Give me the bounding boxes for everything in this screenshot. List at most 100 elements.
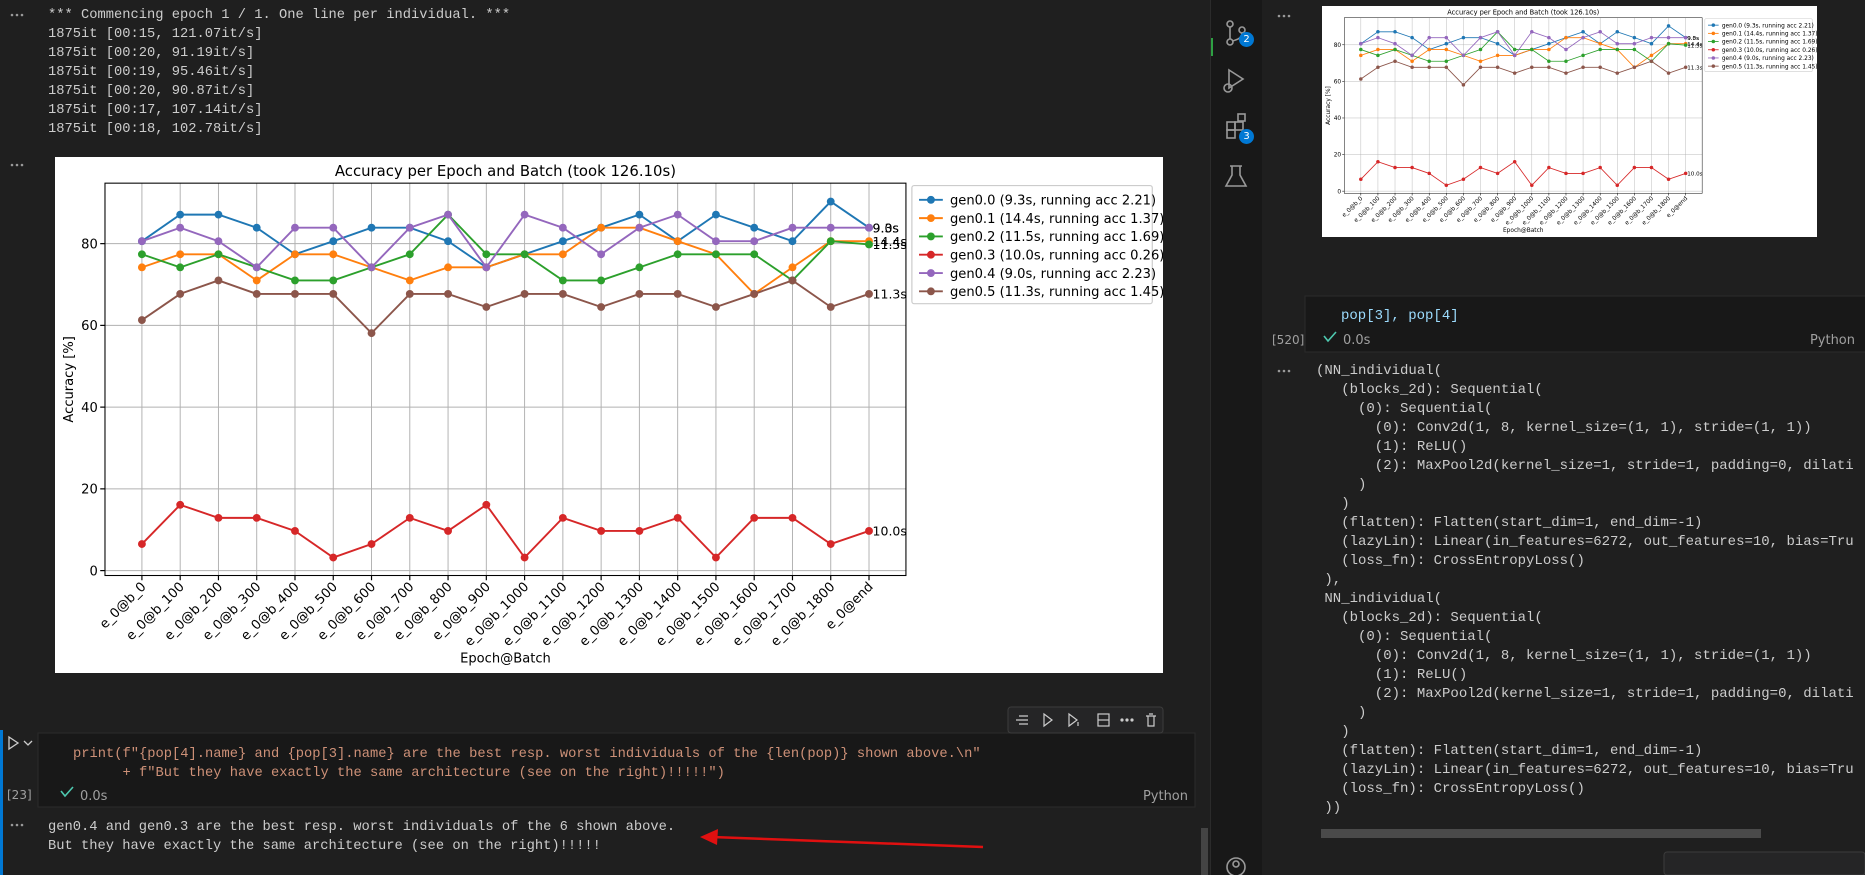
output-line: 1875it [00:20, 91.19it/s] — [48, 46, 255, 61]
run-button[interactable] — [8, 735, 20, 751]
point — [405, 223, 414, 232]
point — [1444, 59, 1449, 64]
point — [1530, 30, 1534, 34]
point — [520, 553, 529, 562]
point — [1683, 65, 1688, 70]
legend-label: gen0.0 (9.3s, running acc 2.21) — [1722, 23, 1814, 29]
exec-time: 0.0s — [1343, 333, 1371, 348]
cell-toolbar-icons[interactable] — [1016, 712, 1156, 728]
point — [291, 276, 299, 285]
point — [520, 289, 529, 298]
code: print(f"{pop[4].name} and {pop[3].name} … — [73, 745, 981, 783]
chart-output: Accuracy per Epoch and Batch (took 126.1… — [55, 157, 1164, 673]
y-tick-label: 20 — [81, 483, 98, 498]
point — [558, 513, 567, 522]
point — [444, 210, 452, 219]
point — [1547, 165, 1551, 170]
legend-label: gen0.5 (11.3s, running acc 1.45) — [950, 285, 1163, 300]
y-tick-label: 60 — [1334, 80, 1342, 86]
point — [214, 513, 223, 522]
code-cell[interactable] — [1304, 295, 1865, 353]
left-decor — [0, 13, 1208, 875]
output-line: *** Commencing epoch 1 / 1. One line per… — [48, 8, 511, 23]
output-line: 1875it [00:19, 95.46it/s] — [48, 65, 255, 80]
collapse[interactable] — [23, 740, 33, 746]
plot-frame — [104, 182, 907, 577]
point — [1632, 41, 1637, 46]
left-notebook: *** Commencing epoch 1 / 1. One line per… — [0, 8, 1208, 875]
ellipsis — [1277, 369, 1291, 373]
code-cell[interactable] — [37, 732, 1196, 808]
point — [1547, 59, 1551, 64]
legend-marker — [1711, 64, 1716, 68]
point — [367, 223, 376, 232]
point — [329, 250, 338, 259]
y-tick-label: 80 — [81, 237, 98, 252]
point — [673, 289, 682, 298]
legend-marker — [926, 287, 935, 296]
output-line: (0): Sequential( — [1316, 629, 1493, 645]
legend-label: gen0.4 (9.0s, running acc 2.23) — [950, 267, 1156, 282]
legend-label: gen0.3 (10.0s, running acc 0.26) — [1722, 48, 1817, 54]
point — [712, 210, 720, 219]
point — [1666, 177, 1671, 182]
scrollbar[interactable] — [1201, 828, 1208, 875]
point — [1478, 47, 1483, 52]
point — [405, 276, 414, 285]
point — [1615, 183, 1620, 188]
point — [1598, 65, 1602, 70]
point — [176, 289, 185, 298]
point — [558, 237, 567, 246]
output-line: (2): MaxPool2d(kernel_size=1, stride=1, … — [1316, 458, 1854, 474]
point — [1666, 35, 1671, 40]
point — [597, 223, 606, 232]
point — [635, 527, 644, 535]
series-line — [141, 226, 870, 296]
point — [1444, 65, 1449, 70]
point — [865, 289, 873, 298]
point — [1495, 41, 1500, 46]
point — [1649, 53, 1654, 58]
point — [1410, 59, 1414, 64]
series-line — [141, 279, 870, 335]
point — [712, 553, 720, 562]
point — [214, 276, 223, 285]
point — [1359, 77, 1363, 81]
point — [635, 223, 644, 232]
output-line: 1875it [00:17, 107.14it/s] — [48, 103, 263, 118]
code-line: print(f"{pop[4].name} and {pop[3].name} … — [73, 747, 981, 762]
point — [1359, 41, 1363, 46]
extensions-icon[interactable] — [1226, 113, 1246, 139]
right-decor — [1277, 14, 1865, 875]
point — [1598, 47, 1602, 52]
legend-label: gen0.0 (9.3s, running acc 2.21) — [950, 194, 1156, 209]
point — [558, 250, 567, 259]
end-annotation: 9.3s — [1687, 36, 1699, 42]
point — [1615, 30, 1620, 34]
point — [1649, 41, 1654, 46]
series-line — [1360, 60, 1686, 86]
point — [1581, 65, 1585, 70]
point — [1444, 47, 1449, 52]
point — [329, 276, 338, 285]
point — [558, 223, 567, 232]
account-icon[interactable] — [1226, 857, 1246, 875]
point — [750, 237, 759, 246]
h-scrollbar[interactable] — [1321, 829, 1761, 838]
output-line: (loss_fn): CrossEntropyLoss() — [1316, 781, 1585, 797]
point — [1649, 165, 1654, 170]
point — [1427, 35, 1431, 40]
point — [865, 223, 873, 232]
point — [865, 240, 873, 249]
point — [329, 237, 338, 246]
point — [1649, 59, 1654, 64]
point — [788, 276, 797, 285]
testing-icon[interactable] — [1224, 165, 1248, 187]
legend-label: gen0.4 (9.0s, running acc 2.23) — [1722, 56, 1814, 62]
output-line: ) — [1316, 496, 1350, 512]
series-line — [1360, 31, 1686, 62]
run-debug-icon[interactable] — [1223, 68, 1245, 93]
point — [826, 223, 835, 232]
point — [444, 237, 452, 246]
